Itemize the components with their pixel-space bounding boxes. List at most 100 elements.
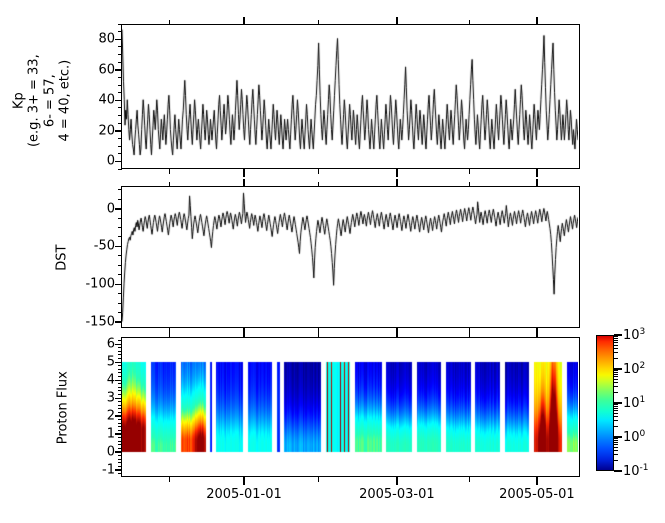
proton-ytick-minor: [117, 343, 122, 345]
x-tick-minor: [469, 333, 471, 338]
colorbar-tick-major: [614, 436, 622, 438]
colorbar-tick-minor: [614, 420, 618, 422]
proton-ytick-label: 0: [106, 444, 115, 460]
proton-ytick-minor: [117, 393, 122, 395]
colorbar-tick-minor: [614, 416, 618, 418]
x-tick-major: [536, 17, 538, 25]
x-tick-major: [396, 179, 398, 187]
colorbar-tick-minor: [614, 446, 618, 448]
colorbar-tick-minor: [614, 454, 618, 456]
proton-ytick-minor: [117, 397, 122, 399]
colorbar-tick-minor: [614, 352, 618, 354]
dst-ytick-minor: [117, 245, 122, 247]
kp-label-line1: Kp: [11, 92, 27, 110]
x-tick-major: [536, 179, 538, 187]
kp-ytick-minor: [117, 38, 122, 40]
x-tick-minor: [168, 328, 170, 333]
proton-ytick-minor: [117, 451, 122, 453]
x-tick-major: [396, 169, 398, 177]
colorbar-tick-minor: [614, 382, 618, 384]
proton-ytick-minor: [117, 404, 122, 406]
kp-panel: [121, 24, 580, 169]
proton-ytick-minor: [117, 408, 122, 410]
x-tick-major: [243, 330, 245, 338]
dst-ytick-minor: [117, 321, 122, 323]
colorbar-tick-minor: [614, 337, 618, 339]
proton-ytick-minor: [117, 347, 122, 349]
proton-ytick-minor: [117, 401, 122, 403]
proton-ytick-minor: [117, 358, 122, 360]
colorbar-tick-minor: [614, 373, 618, 375]
kp-ytick-minor: [117, 115, 122, 117]
kp-ytick-minor: [117, 107, 122, 109]
colorbar-tick-minor: [614, 336, 618, 338]
proton-ytick-minor: [117, 454, 122, 456]
proton-flux-panel: [121, 337, 580, 477]
colorbar-tick-label: 100: [623, 428, 646, 446]
x-tick-major: [243, 179, 245, 187]
colorbar-tick-minor: [614, 344, 618, 346]
proton-ytick-minor: [117, 372, 122, 374]
colorbar-tick-minor: [614, 438, 618, 440]
proton-ytick-minor: [117, 440, 122, 442]
proton-ytick-label: 1: [106, 426, 115, 442]
x-tick-minor: [317, 328, 319, 333]
proton-ytick-label: -1: [102, 462, 115, 478]
dst-ytick-minor: [117, 227, 122, 229]
dst-ytick-minor: [117, 217, 122, 219]
dst-ytick-minor: [117, 236, 122, 238]
colorbar-tick-minor: [614, 348, 618, 350]
kp-label-line3: 6- = 57,: [42, 74, 57, 128]
colorbar-tick-minor: [614, 412, 618, 414]
colorbar-tick-label: 10-1: [623, 462, 649, 480]
x-tick-minor: [469, 169, 471, 174]
dst-ytick-minor: [117, 255, 122, 257]
x-tick-major: [243, 169, 245, 177]
x-tick-major: [243, 477, 245, 485]
x-tick-minor: [317, 182, 319, 187]
dst-ytick-minor: [117, 312, 122, 314]
x-tick-minor: [168, 169, 170, 174]
colorbar-tick-minor: [614, 339, 618, 341]
kp-ytick-label: 0: [106, 153, 115, 169]
x-tick-minor: [469, 328, 471, 333]
x-tick-minor: [317, 169, 319, 174]
x-tick-minor: [469, 182, 471, 187]
colorbar-tick-minor: [614, 370, 618, 372]
proton-ytick-minor: [117, 433, 122, 435]
colorbar-tick-minor: [614, 342, 618, 344]
proton-ytick-minor: [117, 390, 122, 392]
proton-ytick-minor: [117, 411, 122, 413]
kp-ytick-minor: [117, 160, 122, 162]
proton-ytick-minor: [117, 379, 122, 381]
proton-ytick-minor: [117, 437, 122, 438]
kp-ytick-minor: [117, 130, 122, 132]
proton-ytick-minor: [117, 368, 122, 370]
kp-ytick-label: 40: [98, 92, 115, 108]
dst-panel: [121, 186, 580, 328]
proton-ytick-minor: [117, 386, 122, 388]
x-tick-major: [536, 477, 538, 485]
x-tick-minor: [168, 477, 170, 482]
colorbar-tick-label: 101: [623, 394, 646, 412]
proton-ytick-minor: [117, 429, 122, 431]
proton-ytick-minor: [117, 350, 122, 352]
colorbar-tick-minor: [614, 386, 618, 388]
proton-ytick-label: 6: [106, 336, 115, 352]
x-tick-minor: [317, 333, 319, 338]
x-tick-minor: [469, 20, 471, 25]
dst-ytick-minor: [117, 274, 122, 276]
kp-ytick-label: 20: [98, 123, 115, 139]
proton-ytick-label: 5: [106, 354, 115, 370]
proton-ytick-label: 4: [106, 372, 115, 388]
x-tick-minor: [168, 333, 170, 338]
dst-ytick-minor: [117, 198, 122, 200]
colorbar-tick-minor: [614, 441, 618, 443]
dst-ytick-label: -50: [93, 238, 115, 254]
colorbar-tick-major: [614, 470, 622, 472]
x-tick-minor: [317, 477, 319, 482]
dst-ytick-minor: [117, 189, 122, 191]
dst-ytick-minor: [117, 283, 122, 285]
kp-ytick-minor: [117, 168, 122, 170]
